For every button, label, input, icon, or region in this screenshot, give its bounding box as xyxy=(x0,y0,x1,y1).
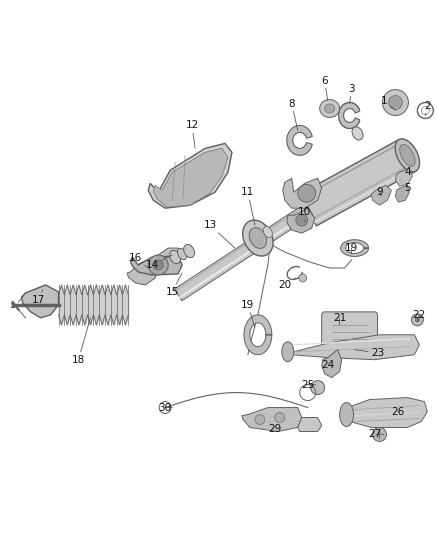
Text: 12: 12 xyxy=(185,120,199,148)
Polygon shape xyxy=(127,258,158,285)
Polygon shape xyxy=(396,185,410,202)
Ellipse shape xyxy=(170,251,180,264)
Polygon shape xyxy=(283,178,321,208)
Polygon shape xyxy=(299,140,416,226)
Polygon shape xyxy=(283,335,419,360)
Polygon shape xyxy=(339,102,360,128)
Polygon shape xyxy=(150,248,182,272)
Polygon shape xyxy=(130,256,182,275)
Text: 14: 14 xyxy=(145,255,172,270)
Circle shape xyxy=(299,274,307,282)
Text: 10: 10 xyxy=(298,207,311,222)
Circle shape xyxy=(153,260,163,270)
Text: 29: 29 xyxy=(268,422,282,434)
Text: 25: 25 xyxy=(301,379,316,390)
Text: 2: 2 xyxy=(424,101,431,116)
Polygon shape xyxy=(298,417,321,432)
Text: 11: 11 xyxy=(241,187,255,225)
Ellipse shape xyxy=(325,104,335,113)
Polygon shape xyxy=(153,148,228,207)
Text: 3: 3 xyxy=(348,84,355,103)
Polygon shape xyxy=(371,185,392,205)
Ellipse shape xyxy=(178,248,187,260)
Circle shape xyxy=(255,415,265,424)
Circle shape xyxy=(311,381,325,394)
Polygon shape xyxy=(174,204,311,301)
Text: 9: 9 xyxy=(376,187,383,197)
Circle shape xyxy=(296,214,308,226)
Circle shape xyxy=(411,314,424,326)
Text: 1: 1 xyxy=(381,95,396,110)
Circle shape xyxy=(415,318,419,322)
Text: 19: 19 xyxy=(345,243,358,254)
Ellipse shape xyxy=(263,227,272,238)
Text: 24: 24 xyxy=(321,360,334,370)
Polygon shape xyxy=(148,143,232,208)
Circle shape xyxy=(389,95,403,109)
Text: 27: 27 xyxy=(368,430,381,440)
Circle shape xyxy=(382,90,408,116)
Text: 23: 23 xyxy=(355,348,384,358)
Ellipse shape xyxy=(339,402,353,426)
Text: 8: 8 xyxy=(289,99,298,131)
Ellipse shape xyxy=(282,342,294,362)
Polygon shape xyxy=(242,408,302,432)
Polygon shape xyxy=(342,398,427,427)
Circle shape xyxy=(372,427,386,441)
Polygon shape xyxy=(321,350,342,378)
Text: 4: 4 xyxy=(401,167,411,180)
Text: 26: 26 xyxy=(391,407,404,416)
Ellipse shape xyxy=(395,139,420,172)
FancyBboxPatch shape xyxy=(321,312,378,348)
Circle shape xyxy=(148,255,168,275)
Polygon shape xyxy=(244,315,272,355)
Ellipse shape xyxy=(400,144,415,166)
Text: 21: 21 xyxy=(333,313,346,325)
Text: 15: 15 xyxy=(166,273,182,297)
Text: 13: 13 xyxy=(203,220,235,248)
Text: 20: 20 xyxy=(278,278,296,290)
Text: 5: 5 xyxy=(403,183,411,196)
Ellipse shape xyxy=(249,228,267,248)
Polygon shape xyxy=(396,168,413,186)
Text: 16: 16 xyxy=(129,253,148,268)
Text: 18: 18 xyxy=(72,318,90,365)
Polygon shape xyxy=(341,240,368,256)
Circle shape xyxy=(275,413,285,423)
Polygon shape xyxy=(287,125,312,155)
Text: 17: 17 xyxy=(32,290,45,305)
Ellipse shape xyxy=(243,220,273,256)
Text: 30: 30 xyxy=(159,402,172,413)
Polygon shape xyxy=(21,285,59,318)
Ellipse shape xyxy=(320,100,339,117)
Polygon shape xyxy=(287,208,314,233)
Text: 6: 6 xyxy=(321,76,328,101)
Circle shape xyxy=(298,184,316,202)
Text: 22: 22 xyxy=(413,310,426,322)
Text: 19: 19 xyxy=(241,300,255,328)
Ellipse shape xyxy=(352,127,363,140)
Ellipse shape xyxy=(184,245,194,257)
